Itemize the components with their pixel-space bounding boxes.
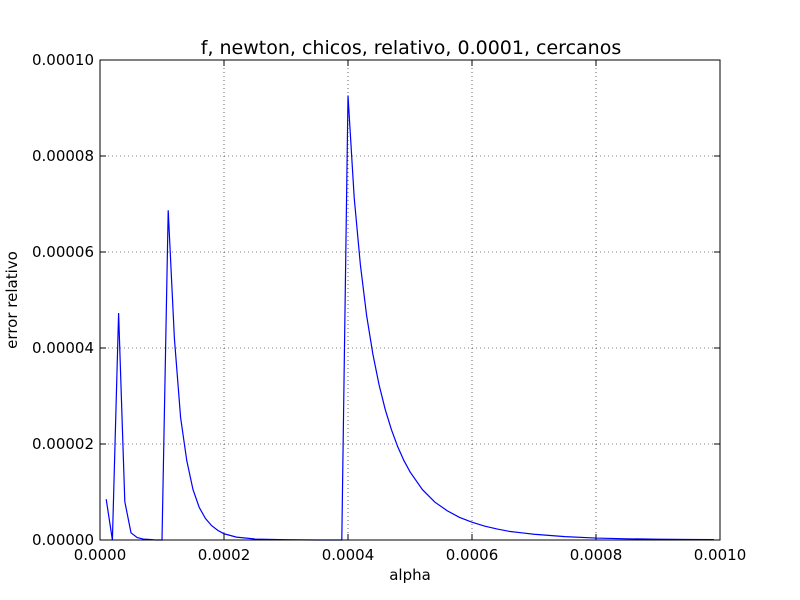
plot-frame <box>99 59 721 541</box>
tick-layer: 0.0000 0.0002 0.0004 0.0006 0.0008 0.0010 0.00… <box>32 51 746 564</box>
x-tick-label: 0.0000 <box>74 546 127 564</box>
grid-layer <box>100 60 720 540</box>
chart-title: f, newton, chicos, relativo, 0.0001, cer… <box>201 37 621 59</box>
y-tick-label: 0.00002 <box>32 435 94 453</box>
y-axis-label: error relativo <box>3 251 21 349</box>
y-tick-label: 0.00010 <box>32 51 94 69</box>
x-tick-label: 0.0006 <box>446 546 499 564</box>
x-tick-label: 0.0008 <box>570 546 623 564</box>
x-tick-label: 0.0002 <box>198 546 251 564</box>
x-tick-label: 0.0010 <box>694 546 747 564</box>
y-tick-label: 0.00006 <box>32 243 94 261</box>
x-axis-label: alpha <box>389 566 431 584</box>
y-tick-label: 0.00008 <box>32 147 94 165</box>
y-tick-label: 0.00004 <box>32 339 94 357</box>
x-tick-label: 0.0004 <box>322 546 375 564</box>
y-tick-label: 0.00000 <box>32 531 94 549</box>
